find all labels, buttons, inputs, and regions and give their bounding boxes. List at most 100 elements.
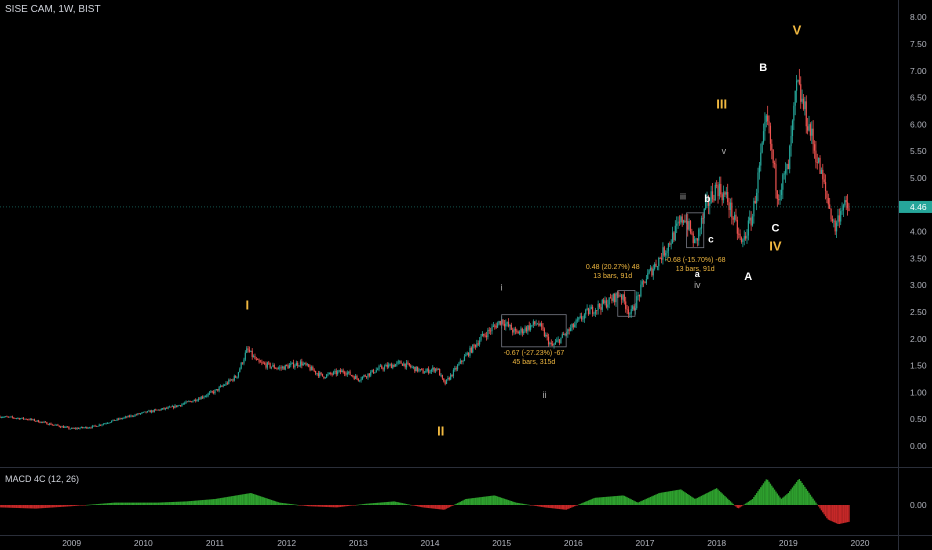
macd-bar — [48, 505, 51, 508]
macd-bar — [677, 489, 679, 505]
candle-body — [480, 336, 482, 341]
macd-bar — [797, 480, 799, 505]
macd-bar — [784, 495, 787, 505]
macd-bar — [342, 505, 344, 507]
candle-body — [520, 328, 522, 332]
candle-body — [90, 427, 92, 429]
wave-label: iv — [694, 280, 701, 290]
macd-bar — [185, 501, 187, 505]
candle-body — [710, 191, 712, 203]
macd-bar — [744, 503, 747, 505]
candle-body — [261, 362, 263, 364]
macd-bar — [336, 505, 339, 508]
candle-body — [423, 372, 426, 374]
candle-body — [370, 371, 372, 376]
macd-bar — [472, 498, 474, 505]
candle-body — [451, 374, 453, 377]
macd-bar — [99, 503, 102, 505]
macd-bar — [481, 496, 484, 505]
macd-bar — [262, 497, 264, 505]
macd-bar — [195, 500, 197, 505]
macd-bar — [596, 497, 598, 505]
candle-body — [345, 373, 347, 375]
candle-body — [53, 424, 55, 426]
macd-bar — [320, 505, 322, 507]
macd-bar — [787, 493, 790, 505]
macd-bar — [212, 499, 215, 505]
macd-bar — [259, 496, 262, 505]
macd-bar — [174, 501, 176, 505]
macd-bar — [804, 486, 806, 505]
x-tick-label: 2011 — [206, 538, 225, 548]
candle-body — [283, 366, 285, 370]
macd-bar — [659, 492, 661, 505]
macd-bar — [695, 498, 697, 505]
macd-bar — [658, 493, 660, 505]
macd-bar — [678, 489, 681, 505]
macd-bar — [277, 502, 280, 505]
candle-body — [22, 417, 25, 420]
candle-body — [111, 420, 113, 423]
macd-bar — [285, 503, 288, 505]
macd-bar — [625, 496, 627, 505]
macd-bar — [210, 499, 212, 505]
macd-bar — [313, 505, 315, 507]
candle-body — [221, 385, 223, 387]
candle-body — [809, 124, 811, 136]
macd-bar — [37, 505, 40, 509]
macd-bar — [601, 497, 603, 505]
macd-bar — [152, 502, 154, 505]
candle-body — [290, 363, 292, 366]
candle-body — [518, 331, 521, 334]
macd-bar — [765, 479, 767, 505]
candle-body — [86, 426, 88, 429]
macd-bar — [793, 485, 795, 505]
candle-body — [656, 266, 659, 268]
candle-body — [308, 364, 310, 367]
macd-bar — [10, 505, 12, 508]
candle-body — [483, 333, 485, 336]
candle-body — [603, 299, 605, 304]
candle-body — [228, 379, 230, 384]
candle-body — [812, 128, 814, 145]
candle-body — [604, 300, 606, 304]
macd-bar — [404, 503, 406, 505]
candle-body — [601, 299, 603, 310]
macd-bar — [4, 505, 7, 508]
candle-body — [91, 425, 93, 428]
macd-bar — [308, 505, 310, 507]
macd-bar — [783, 496, 785, 505]
macd-bar — [244, 493, 247, 505]
candle-body — [705, 200, 707, 209]
candle-body — [557, 339, 559, 341]
macd-bar — [735, 505, 737, 507]
macd-bar — [434, 505, 437, 509]
candle-body — [740, 237, 743, 242]
candle-body — [352, 375, 354, 377]
wave-label: A — [744, 271, 752, 283]
macd-bar — [141, 502, 143, 505]
candle-body — [835, 222, 838, 232]
macd-bar — [97, 504, 99, 505]
macd-bar — [149, 502, 151, 505]
candle-body — [60, 426, 62, 428]
candle-body — [666, 250, 668, 253]
macd-bar — [687, 494, 689, 505]
macd-bar — [553, 505, 555, 509]
candle-body — [385, 364, 387, 367]
macd-bar — [714, 488, 716, 505]
macd-bar — [622, 495, 624, 505]
candle-body — [203, 396, 205, 398]
candle-body — [441, 374, 444, 379]
macd-bar — [790, 489, 792, 505]
candle-body — [541, 323, 543, 327]
candle-body — [660, 258, 663, 260]
y-tick-label: 0.50 — [910, 414, 927, 424]
candle-body — [826, 190, 828, 198]
macd-bar — [516, 502, 518, 505]
macd-bar — [662, 492, 664, 505]
candle-body — [815, 150, 817, 163]
candle-body — [611, 298, 613, 301]
y-tick-label: 4.00 — [910, 227, 927, 237]
